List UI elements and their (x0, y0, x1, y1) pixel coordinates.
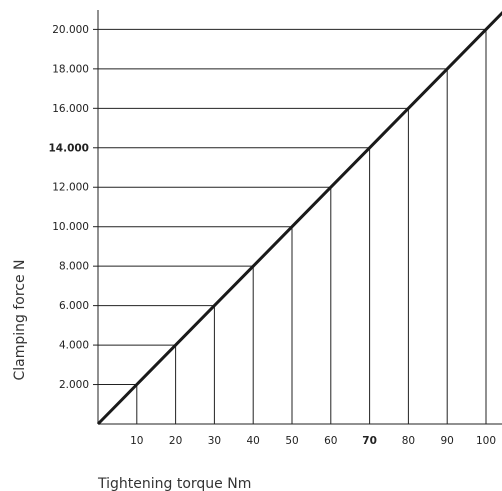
y-tick-label: 14.000 (48, 142, 89, 154)
guide-lines (98, 28, 487, 424)
y-tick-label: 16.000 (52, 103, 89, 115)
y-tick-label: 2.000 (59, 379, 89, 391)
y-tick-labels: 2.000 4.000 6.000 8.000 10.000 12.000 14.000 16… (48, 24, 89, 391)
y-tick-label: 12.000 (52, 182, 89, 194)
x-tick-label: 40 (247, 435, 260, 447)
x-axis-label: Tightening torque Nm (97, 476, 251, 491)
x-tick-label: 30 (208, 435, 221, 447)
x-tick-label: 10 (130, 435, 143, 447)
y-tick-label: 10.000 (52, 221, 89, 233)
series (96, 11, 502, 426)
x-tick-labels: 10 20 30 40 50 60 70 80 90 100 (130, 435, 496, 447)
axes (93, 10, 502, 425)
y-tick-label: 8.000 (59, 261, 89, 273)
x-tick-label: 60 (324, 435, 337, 447)
y-axis-label: Clamping force N (12, 259, 28, 380)
y-tick-label: 20.000 (52, 24, 89, 36)
y-tick-label: 18.000 (52, 63, 89, 75)
x-tick-label: 90 (441, 435, 454, 447)
x-tick-label: 70 (362, 435, 377, 447)
x-tick-label: 80 (402, 435, 415, 447)
y-tick-label: 6.000 (59, 300, 89, 312)
x-tick-label: 100 (476, 435, 496, 447)
series-line (96, 11, 502, 426)
y-tick-label: 4.000 (59, 340, 89, 352)
x-tick-label: 20 (169, 435, 182, 447)
x-tick-label: 50 (285, 435, 298, 447)
